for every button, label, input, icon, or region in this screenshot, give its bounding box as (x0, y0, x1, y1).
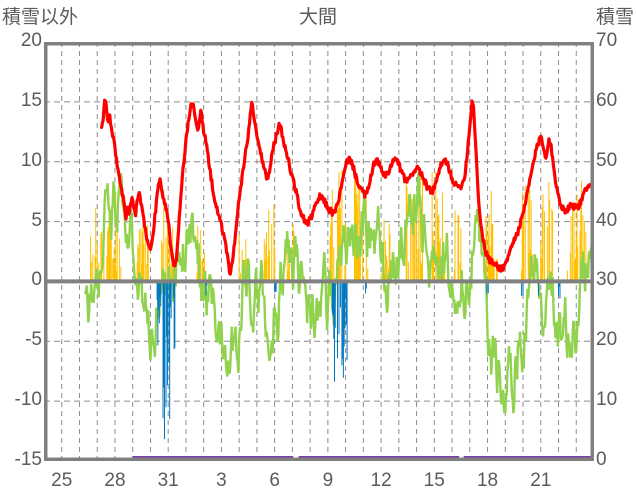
y-tick-right: 0 (596, 449, 607, 470)
x-tick-label: 3 (216, 470, 227, 491)
x-tick-label: 25 (51, 470, 73, 491)
right-axis-ticks: 70 60 50 40 30 20 10 0 (596, 0, 636, 501)
y-tick-right: 40 (596, 209, 618, 231)
x-tick-label: 31 (157, 470, 179, 491)
page-title: 大間 (298, 7, 337, 28)
y-tick-right: 60 (596, 89, 618, 111)
right-axis-title: 積雪 (595, 7, 634, 28)
y-tick-right: 20 (596, 329, 618, 351)
x-tick-label: 28 (104, 470, 126, 491)
plot-area (44, 42, 594, 461)
y-tick-left: -5 (25, 329, 42, 351)
y-tick-right: 30 (596, 269, 618, 291)
x-tick-label: 15 (423, 470, 445, 491)
left-axis-ticks: 20 15 10 5 0 -5 -10 -15 (0, 0, 42, 501)
y-tick-left: -15 (14, 449, 42, 470)
plot-frame (44, 42, 594, 461)
x-tick-label: 9 (322, 470, 334, 491)
y-tick-right: 70 (596, 30, 618, 51)
y-tick-right: 10 (596, 389, 618, 411)
chart-svg (44, 42, 594, 461)
x-tick-label: 18 (476, 470, 499, 491)
x-tick-label: 6 (269, 470, 280, 491)
x-axis-ticks: 25 28 31 3 6 9 12 15 18 21 (0, 462, 636, 501)
temperature-line (100, 98, 594, 276)
y-tick-left: -10 (14, 389, 42, 411)
blue-bar-series (156, 281, 561, 440)
left-axis-title: 積雪以外 (2, 7, 79, 28)
x-tick-label: 21 (530, 470, 552, 491)
y-tick-left: 0 (31, 269, 42, 291)
y-tick-left: 5 (31, 209, 42, 231)
y-tick-left: 10 (20, 149, 42, 171)
y-tick-right: 50 (596, 149, 618, 171)
x-tick-label: 12 (370, 470, 392, 491)
y-tick-left: 20 (20, 30, 42, 51)
y-tick-left: 15 (20, 89, 42, 111)
